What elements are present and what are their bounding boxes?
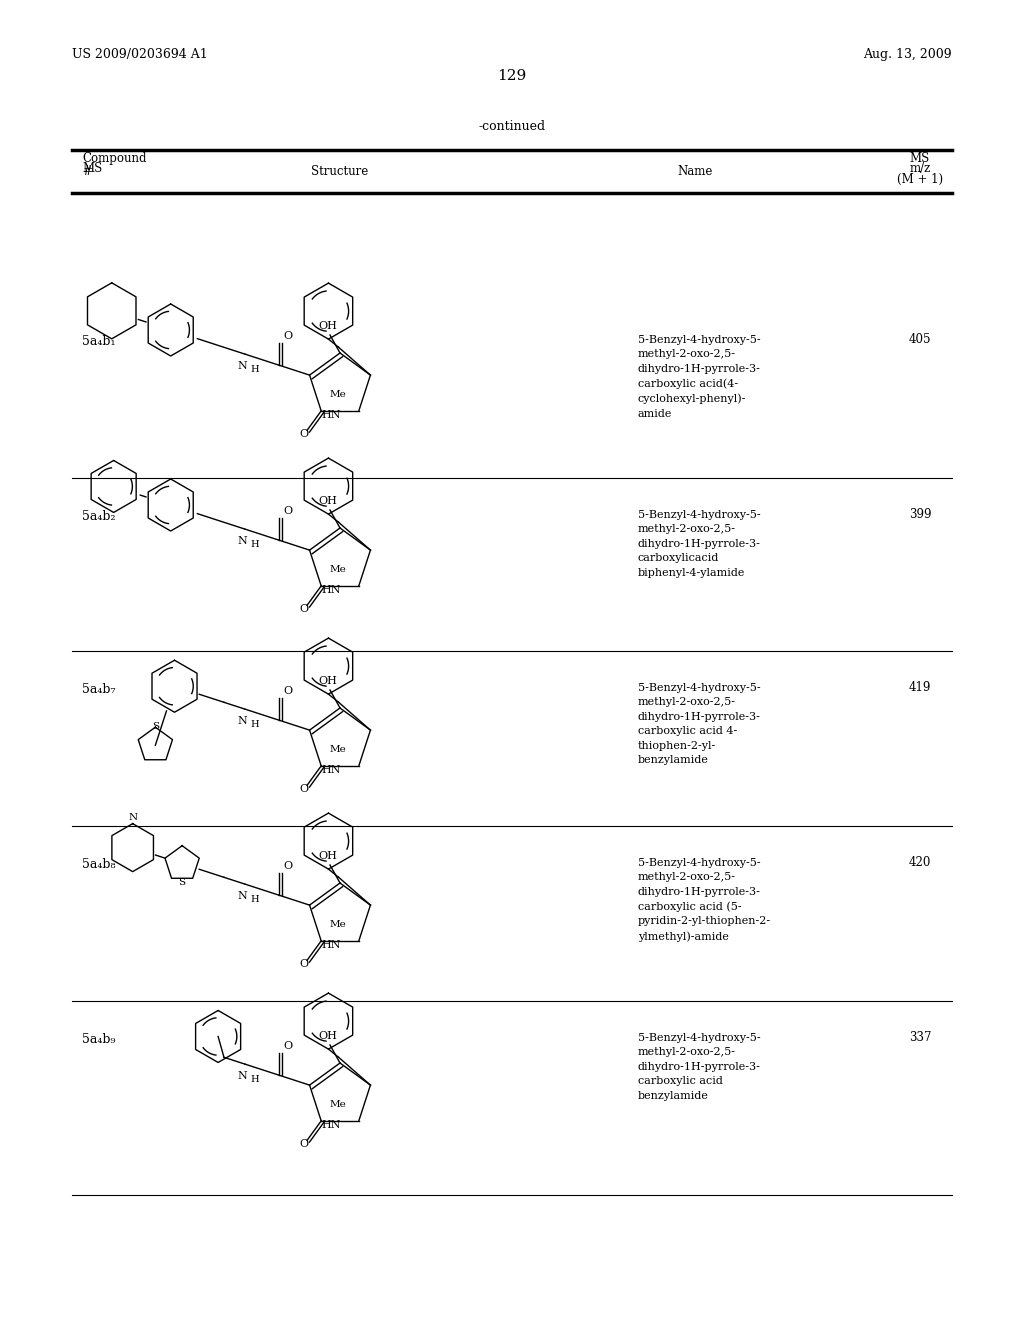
Text: HN: HN bbox=[322, 764, 341, 775]
Text: O: O bbox=[300, 429, 308, 440]
Text: Me: Me bbox=[330, 391, 346, 399]
Text: 5-Benzyl-4-hydroxy-5-
methyl-2-oxo-2,5-
dihydro-1H-pyrrole-3-
carboxylic acid
be: 5-Benzyl-4-hydroxy-5- methyl-2-oxo-2,5- … bbox=[638, 1034, 761, 1101]
Text: 5a₄b₉: 5a₄b₉ bbox=[82, 1034, 116, 1045]
Text: O: O bbox=[283, 861, 292, 871]
Text: N: N bbox=[128, 813, 137, 821]
Text: 5a₄b₁: 5a₄b₁ bbox=[82, 335, 116, 348]
Text: H: H bbox=[250, 895, 259, 904]
Text: H: H bbox=[250, 366, 259, 374]
Text: 337: 337 bbox=[908, 1031, 931, 1044]
Text: O: O bbox=[300, 784, 308, 795]
Text: O: O bbox=[300, 960, 308, 969]
Text: 5-Benzyl-4-hydroxy-5-
methyl-2-oxo-2,5-
dihydro-1H-pyrrole-3-
carboxylic acid(4-: 5-Benzyl-4-hydroxy-5- methyl-2-oxo-2,5- … bbox=[638, 335, 761, 418]
Text: 420: 420 bbox=[909, 855, 931, 869]
Text: HN: HN bbox=[322, 411, 341, 420]
Text: Me: Me bbox=[330, 744, 346, 754]
Text: O: O bbox=[283, 331, 292, 342]
Text: H: H bbox=[250, 540, 259, 549]
Text: 129: 129 bbox=[498, 69, 526, 83]
Text: H: H bbox=[250, 721, 259, 729]
Text: N: N bbox=[238, 717, 247, 726]
Text: Aug. 13, 2009: Aug. 13, 2009 bbox=[863, 48, 952, 61]
Text: 5-Benzyl-4-hydroxy-5-
methyl-2-oxo-2,5-
dihydro-1H-pyrrole-3-
carboxylic acid (5: 5-Benzyl-4-hydroxy-5- methyl-2-oxo-2,5- … bbox=[638, 858, 771, 941]
Text: MS: MS bbox=[82, 162, 102, 176]
Text: 419: 419 bbox=[909, 681, 931, 694]
Text: OH: OH bbox=[318, 321, 338, 331]
Text: S: S bbox=[178, 878, 185, 887]
Text: N: N bbox=[238, 536, 247, 546]
Text: Name: Name bbox=[677, 165, 713, 178]
Text: O: O bbox=[300, 605, 308, 614]
Text: Compound: Compound bbox=[82, 152, 146, 165]
Text: HN: HN bbox=[322, 1119, 341, 1130]
Text: m/z: m/z bbox=[909, 162, 931, 176]
Text: OH: OH bbox=[318, 676, 338, 686]
Text: N: N bbox=[238, 891, 247, 902]
Text: 5-Benzyl-4-hydroxy-5-
methyl-2-oxo-2,5-
dihydro-1H-pyrrole-3-
carboxylicacid
bip: 5-Benzyl-4-hydroxy-5- methyl-2-oxo-2,5- … bbox=[638, 510, 761, 578]
Text: (M + 1): (M + 1) bbox=[897, 173, 943, 186]
Text: 399: 399 bbox=[908, 508, 931, 521]
Text: O: O bbox=[283, 686, 292, 696]
Text: N: N bbox=[238, 1071, 247, 1081]
Text: MS: MS bbox=[910, 152, 930, 165]
Text: 5-Benzyl-4-hydroxy-5-
methyl-2-oxo-2,5-
dihydro-1H-pyrrole-3-
carboxylic acid 4-: 5-Benzyl-4-hydroxy-5- methyl-2-oxo-2,5- … bbox=[638, 682, 761, 766]
Text: S: S bbox=[152, 722, 159, 731]
Text: OH: OH bbox=[318, 1031, 338, 1041]
Text: Me: Me bbox=[330, 920, 346, 929]
Text: N: N bbox=[238, 362, 247, 371]
Text: O: O bbox=[283, 1041, 292, 1051]
Text: US 2009/0203694 A1: US 2009/0203694 A1 bbox=[72, 48, 208, 61]
Text: 5a₄b₇: 5a₄b₇ bbox=[82, 682, 116, 696]
Text: OH: OH bbox=[318, 851, 338, 861]
Text: H: H bbox=[250, 1076, 259, 1084]
Text: Me: Me bbox=[330, 565, 346, 574]
Text: 5a₄b₈: 5a₄b₈ bbox=[82, 858, 116, 871]
Text: OH: OH bbox=[318, 496, 338, 506]
Text: 405: 405 bbox=[908, 333, 931, 346]
Text: O: O bbox=[300, 1139, 308, 1150]
Text: #: # bbox=[82, 165, 92, 178]
Text: Me: Me bbox=[330, 1100, 346, 1109]
Text: Structure: Structure bbox=[311, 165, 369, 178]
Text: HN: HN bbox=[322, 585, 341, 595]
Text: -continued: -continued bbox=[478, 120, 546, 133]
Text: O: O bbox=[283, 507, 292, 516]
Text: HN: HN bbox=[322, 940, 341, 950]
Text: 5a₄b₂: 5a₄b₂ bbox=[82, 510, 116, 523]
